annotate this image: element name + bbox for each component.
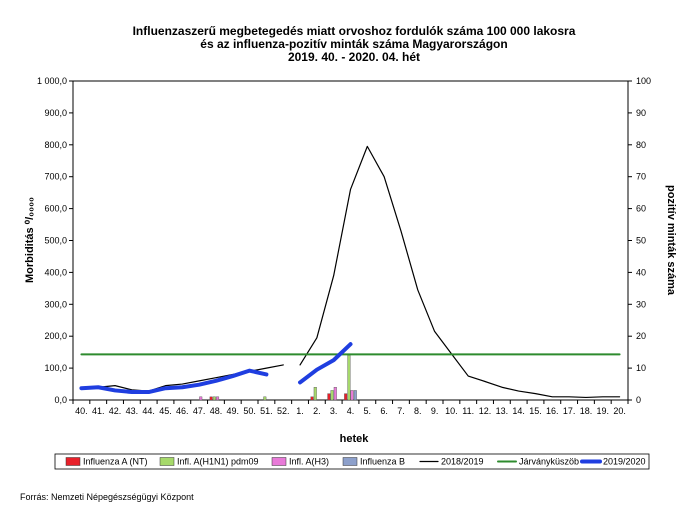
x-tick-label: 50.: [243, 406, 256, 416]
y-right-tick-label: 90: [636, 108, 646, 118]
y-right-tick-label: 100: [636, 76, 651, 86]
bar: [350, 390, 354, 401]
plot-area: [72, 80, 629, 401]
x-tick-label: 41.: [92, 406, 105, 416]
y-right-tick-label: 0: [636, 395, 641, 405]
bar: [347, 355, 351, 401]
source-note: Forrás: Nemzeti Népegészségügyi Központ: [20, 492, 194, 502]
x-tick-label: 51.: [260, 406, 273, 416]
x-tick-label: 10.: [445, 406, 458, 416]
series-line: [299, 145, 621, 399]
x-tick-label: 1.: [296, 406, 304, 416]
y-left-tick-label: 300,0: [44, 299, 67, 309]
x-tick-label: 19.: [597, 406, 610, 416]
y-right-tick-label: 30: [636, 299, 646, 309]
legend-swatch: [342, 457, 358, 466]
legend-label: Influenza A (NT): [83, 457, 148, 467]
chart-title-line: 2019. 40. - 2020. 04. hét: [288, 50, 420, 64]
series-line: [298, 342, 353, 385]
line-group: [79, 145, 621, 399]
x-tick-label: 43.: [126, 406, 139, 416]
bar-group: [199, 355, 357, 401]
chart-title-line: és az influenza-pozitív minták száma Mag…: [200, 37, 507, 51]
y-right-tick-label: 60: [636, 204, 646, 214]
y-left-tick-label: 800,0: [44, 140, 67, 150]
legend-label: Infl. A(H1N1) pdm09: [177, 457, 259, 467]
x-tick-label: 40.: [75, 406, 88, 416]
bar: [327, 393, 331, 401]
y-left-tick-label: 600,0: [44, 204, 67, 214]
legend-label: Influenza B: [360, 457, 405, 467]
legend-swatch: [159, 457, 175, 466]
y-right-tick-label: 20: [636, 331, 646, 341]
y-axis-right-title: pozitív minták száma: [665, 185, 677, 296]
bar: [199, 396, 203, 401]
x-tick-label: 47.: [193, 406, 206, 416]
plot-border: [72, 80, 629, 401]
bar: [353, 390, 357, 401]
x-tick-label: 8.: [414, 406, 422, 416]
x-tick-label: 48.: [210, 406, 223, 416]
x-tick-label: 20.: [613, 406, 626, 416]
x-tick-label: 44.: [142, 406, 155, 416]
bar: [216, 396, 220, 401]
bar: [313, 387, 317, 401]
x-tick-label: 15.: [529, 406, 542, 416]
y-right-tick-label: 10: [636, 363, 646, 373]
y-right-tick-label: 80: [636, 140, 646, 150]
legend-label: 2018/2019: [441, 457, 484, 467]
x-tick-label: 6.: [380, 406, 388, 416]
x-tick-label: 11.: [462, 406, 474, 416]
chart-title: Influenzaszerű megbetegedés miatt orvosh…: [133, 24, 576, 64]
legend-swatch: [271, 457, 287, 466]
series-line: [79, 368, 269, 395]
chart-title-line: Influenzaszerű megbetegedés miatt orvosh…: [133, 24, 576, 38]
x-tick-label: 12.: [479, 406, 492, 416]
x-tick-label: 9.: [431, 406, 439, 416]
legend-label: Infl. A(H3): [289, 457, 329, 467]
bar: [209, 396, 213, 401]
x-tick-label: 5.: [364, 406, 372, 416]
bar: [344, 393, 348, 401]
legend-swatch: [65, 457, 81, 466]
bar: [333, 387, 337, 401]
legend: Influenza A (NT) Infl. A(H1N1) pdm09 Infl.…: [54, 453, 650, 470]
x-tick-label: 3.: [330, 406, 338, 416]
y-axis-left-title: Morbiditás ⁰/₀₀₀₀: [24, 197, 36, 283]
x-tick-label: 2.: [313, 406, 321, 416]
x-tick-label: 18.: [580, 406, 593, 416]
x-tick-label: 45.: [159, 406, 172, 416]
x-axis-title: hetek: [340, 433, 370, 445]
bar: [263, 396, 267, 401]
y-left-tick-label: 700,0: [44, 172, 67, 182]
bar: [212, 396, 216, 401]
y-left-tick-label: 100,0: [44, 363, 67, 373]
x-tick-label: 7.: [397, 406, 405, 416]
y-left-tick-label: 1 000,0: [37, 76, 67, 86]
legend-label: Járványküszöb: [519, 457, 579, 467]
x-tick-label: 52.: [277, 406, 290, 416]
y-left-tick-label: 900,0: [44, 108, 67, 118]
y-right-tick-label: 70: [636, 172, 646, 182]
y-left-tick-label: 200,0: [44, 331, 67, 341]
y-left-tick-label: 500,0: [44, 236, 67, 246]
y-left-tick-label: 0,0: [54, 395, 67, 405]
bar: [310, 396, 314, 401]
x-tick-label: 16.: [546, 406, 559, 416]
x-tick-label: 13.: [496, 406, 509, 416]
x-tick-label: 17.: [563, 406, 576, 416]
y-left-tick-label: 400,0: [44, 267, 67, 277]
axis-ticks: 0,0 100,0 200,0 300,0 400,0 500,0 600,0 700,0 80…: [37, 76, 651, 416]
x-tick-label: 42.: [109, 406, 122, 416]
x-tick-label: 14.: [512, 406, 525, 416]
bar: [330, 390, 334, 401]
y-right-tick-label: 50: [636, 236, 646, 246]
x-tick-label: 46.: [176, 406, 189, 416]
x-tick-label: 49.: [227, 406, 240, 416]
legend-label: 2019/2020: [603, 457, 646, 467]
y-right-tick-label: 40: [636, 267, 646, 277]
x-tick-label: 4.: [347, 406, 355, 416]
